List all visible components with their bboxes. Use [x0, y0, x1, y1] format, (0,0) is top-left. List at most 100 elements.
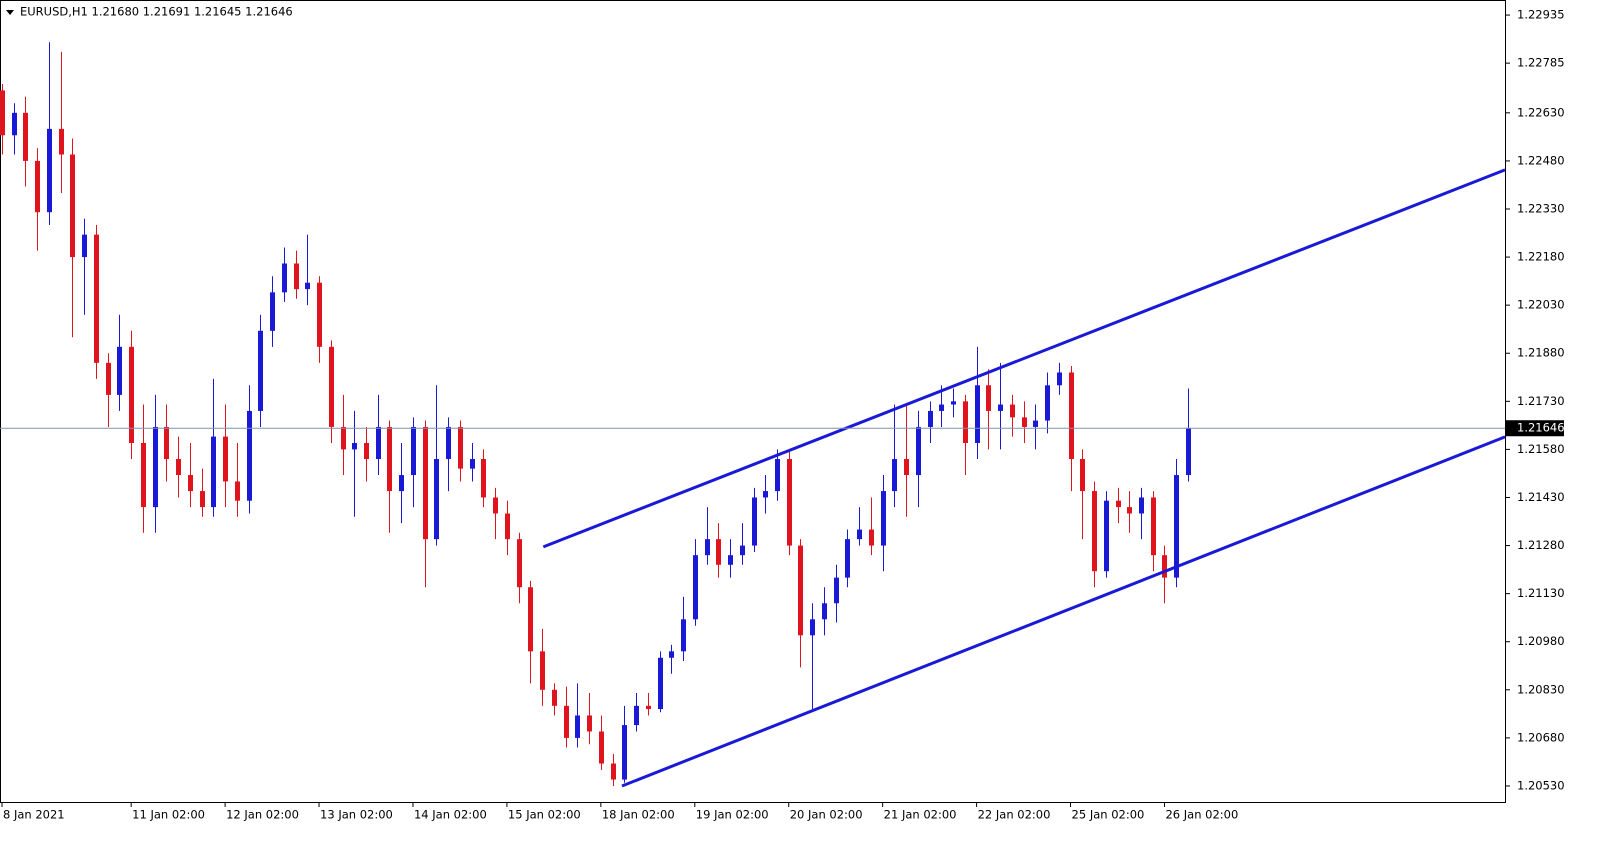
x-tick-label: 19 Jan 02:00	[696, 808, 769, 822]
candle-body	[200, 491, 205, 508]
candle-body	[94, 234, 99, 363]
candle-body	[857, 529, 862, 540]
candle-body	[317, 282, 322, 347]
candle-body	[845, 539, 850, 578]
candle-body	[129, 346, 134, 443]
candle-body	[294, 263, 299, 290]
y-tick-label: 1.22330	[1517, 201, 1565, 215]
candle-body	[481, 459, 486, 498]
candle-body	[70, 154, 75, 258]
candle-body	[1151, 497, 1156, 556]
y-tick-label: 1.20830	[1517, 682, 1565, 696]
candle-body	[47, 128, 52, 213]
candle-body	[411, 426, 416, 476]
candle-body	[1057, 372, 1062, 386]
y-tick-label: 1.22935	[1517, 8, 1565, 22]
menu-arrow	[6, 10, 14, 15]
candle-body	[434, 459, 439, 540]
trendline	[621, 435, 1506, 788]
candle-body	[528, 587, 533, 652]
candle-body	[963, 401, 968, 443]
candle-body	[35, 160, 40, 213]
candle-body	[387, 426, 392, 492]
candle-body	[305, 282, 310, 290]
candle-body	[1045, 385, 1050, 421]
candle-body	[493, 497, 498, 514]
candle-body	[599, 731, 604, 764]
candle-body	[505, 513, 510, 540]
candle-body	[611, 763, 616, 780]
candle-body	[669, 651, 674, 658]
x-tick-label: 18 Jan 02:00	[602, 808, 675, 822]
candle-body	[928, 410, 933, 427]
candle-body	[763, 491, 768, 498]
candle-body	[1186, 428, 1191, 476]
candle-body	[141, 442, 146, 508]
candle-body	[399, 475, 404, 492]
y-tick-label: 1.21280	[1517, 538, 1565, 552]
candle-body	[998, 404, 1003, 411]
chart-title: EURUSD,H1 1.21680 1.21691 1.21645 1.2164…	[20, 5, 293, 19]
candle-body	[986, 385, 991, 411]
y-tick-label: 1.20980	[1517, 634, 1565, 648]
candle-body	[23, 112, 28, 161]
y-tick-label: 1.22785	[1517, 56, 1565, 70]
candle-body	[552, 689, 557, 706]
candle-body	[1080, 459, 1085, 492]
candle-body	[575, 715, 580, 738]
x-tick-label: 26 Jan 02:00	[1165, 808, 1238, 822]
candle-body	[446, 426, 451, 460]
candle-body	[869, 529, 874, 546]
plot-frame	[0, 0, 1506, 803]
candle-body	[376, 426, 381, 460]
y-tick-label: 1.21730	[1517, 394, 1565, 408]
candle-body	[341, 426, 346, 450]
y-tick-label: 1.22480	[1517, 153, 1565, 167]
x-tick-label: 8 Jan 2021	[3, 808, 65, 822]
y-tick-label: 1.22630	[1517, 105, 1565, 119]
candle-body	[564, 705, 569, 738]
candle-body	[622, 725, 627, 780]
candle-body	[939, 404, 944, 411]
candle-body	[705, 539, 710, 556]
candle-body	[658, 657, 663, 710]
candle-body	[540, 651, 545, 690]
x-tick-label: 15 Jan 02:00	[508, 808, 581, 822]
candle-body	[740, 545, 745, 556]
y-tick-label: 1.22180	[1517, 250, 1565, 264]
candle-body	[270, 292, 275, 331]
candle-body	[904, 459, 909, 476]
candle-body	[716, 539, 721, 565]
candle-body	[223, 436, 228, 482]
candle-body	[798, 545, 803, 636]
candle-body	[352, 442, 357, 450]
candle-body	[188, 475, 193, 492]
candle-body	[728, 555, 733, 565]
candle-body	[1104, 500, 1109, 572]
candle-body	[458, 426, 463, 469]
candle-body	[634, 705, 639, 726]
y-tick-label: 1.22030	[1517, 298, 1565, 312]
y-tick-label: 1.21130	[1517, 586, 1565, 600]
candle-body	[0, 90, 5, 136]
candle-body	[1116, 500, 1121, 508]
candle-body	[810, 619, 815, 636]
candle-body	[247, 410, 252, 501]
candle-body	[176, 459, 181, 476]
candle-body	[916, 426, 921, 476]
candle-body	[235, 481, 240, 501]
candle-body	[752, 497, 757, 546]
x-tick-label: 21 Jan 02:00	[884, 808, 957, 822]
candle-body	[517, 539, 522, 588]
candle-body	[1010, 404, 1015, 418]
y-tick-label: 1.21580	[1517, 442, 1565, 456]
candle-body	[787, 459, 792, 546]
candle-body	[117, 346, 122, 395]
candle-body	[1162, 555, 1167, 578]
candle-body	[681, 619, 686, 652]
candle-body	[82, 234, 87, 258]
candle-body	[258, 330, 263, 411]
x-tick-label: 25 Jan 02:00	[1072, 808, 1145, 822]
x-tick-label: 13 Jan 02:00	[320, 808, 393, 822]
